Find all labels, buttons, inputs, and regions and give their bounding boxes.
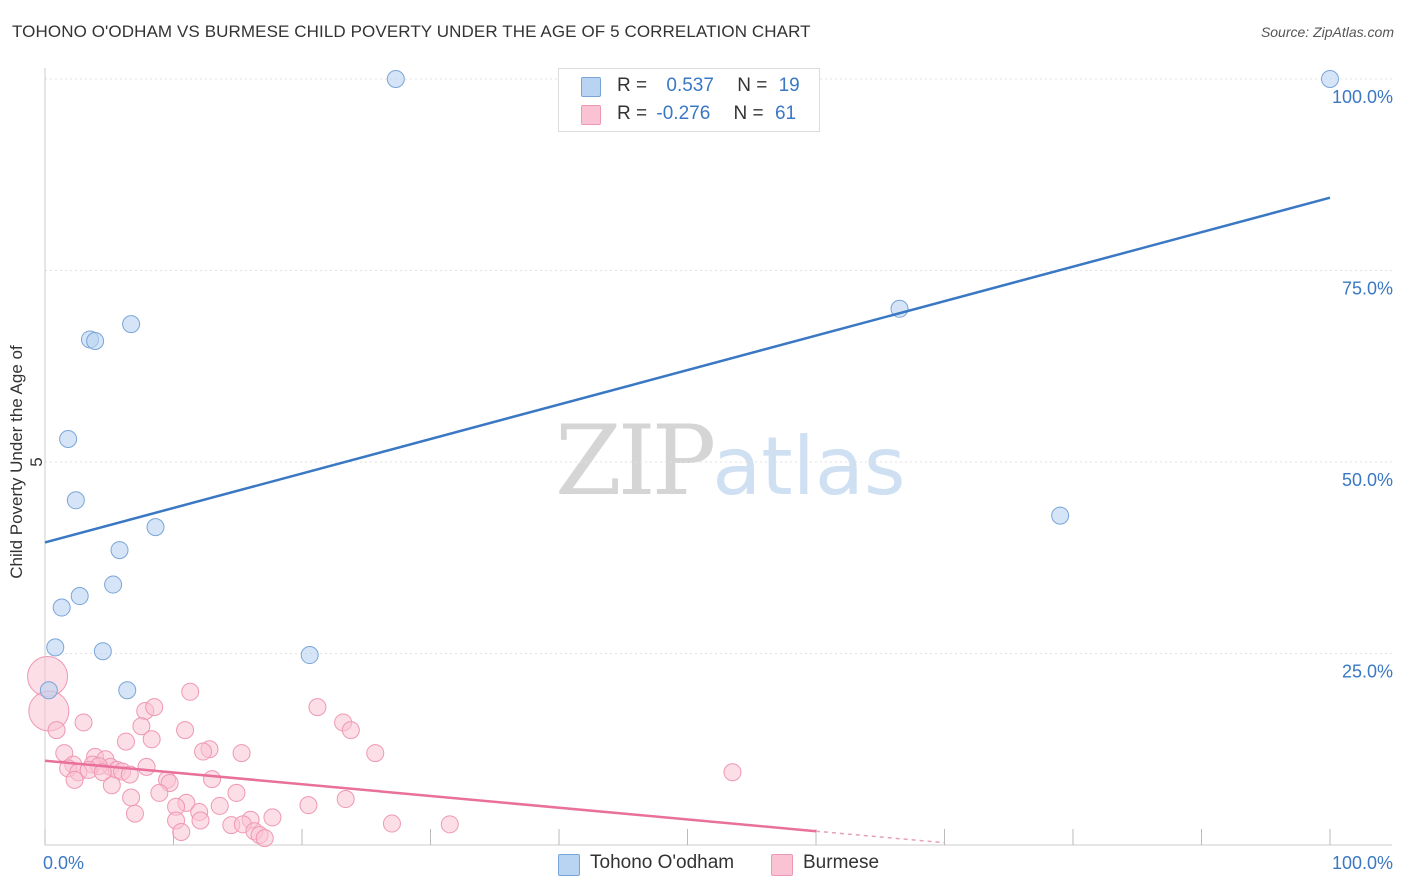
- series-label-burmese: Burmese: [803, 852, 880, 873]
- x-tick-labels: 0.0% 100.0%: [43, 853, 1393, 873]
- burmese-point: [194, 742, 213, 761]
- x-tick-label: 100.0%: [1332, 853, 1393, 873]
- tohono-point: [70, 587, 89, 606]
- burmese-point: [382, 814, 401, 833]
- burmese-trend-line: [44, 759, 817, 833]
- burmese-points: [27, 655, 742, 848]
- burmese-point: [308, 698, 327, 717]
- burmese-point: [341, 721, 360, 740]
- x-tick-label: 0.0%: [43, 853, 84, 873]
- burmese-point: [191, 811, 210, 830]
- burmese-point: [65, 770, 84, 789]
- tohono-point: [146, 518, 165, 537]
- y-tick-label: 100.0%: [1332, 87, 1393, 107]
- burmese-point: [210, 796, 229, 815]
- tohono-point: [52, 598, 71, 617]
- legend-r-value: -0.276: [656, 103, 711, 124]
- burmese-point: [366, 744, 385, 763]
- series-swatch-blue: [558, 854, 580, 876]
- legend-r-value: 0.537: [666, 75, 714, 96]
- tohono-point: [66, 491, 85, 510]
- tohono-point: [386, 70, 405, 88]
- watermark-zip: ZIP: [555, 405, 716, 517]
- burmese-point: [116, 732, 135, 751]
- trend-lines: [44, 196, 1331, 844]
- watermark: ZIPatlas: [555, 405, 906, 517]
- tohono-point: [110, 541, 129, 560]
- burmese-point: [122, 788, 141, 807]
- tohono-trend-line: [44, 196, 1331, 544]
- burmese-point: [132, 717, 151, 736]
- tohono-point: [104, 575, 123, 594]
- burmese-point: [150, 783, 169, 802]
- burmese-point: [232, 744, 251, 763]
- burmese-point: [120, 765, 139, 784]
- burmese-point: [125, 804, 144, 823]
- burmese-point: [203, 770, 222, 789]
- burmese-point: [102, 776, 121, 795]
- burmese-point: [172, 822, 191, 841]
- tohono-point: [59, 430, 78, 449]
- burmese-point: [93, 763, 112, 782]
- burmese-point: [176, 721, 195, 740]
- gridlines: [44, 68, 1392, 846]
- y-axis-label: Child Poverty Under the Age of 5: [7, 345, 46, 579]
- legend-swatch-blue: [581, 77, 601, 97]
- burmese-point: [142, 730, 161, 749]
- burmese-point: [227, 783, 246, 802]
- burmese-trend-extension: [815, 830, 945, 844]
- legend-r-label: R =: [617, 103, 648, 124]
- legend-n-label: N =: [737, 75, 768, 96]
- tohono-point: [39, 681, 58, 700]
- correlation-legend: R = 0.537 N = 19 R = -0.276 N = 61: [558, 68, 820, 132]
- burmese-point: [47, 721, 66, 740]
- series-label-tohono: Tohono O'odham: [590, 852, 735, 873]
- burmese-point: [145, 698, 164, 717]
- y-tick-label: 75.0%: [1342, 279, 1393, 299]
- y-tick-label: 25.0%: [1342, 662, 1393, 682]
- legend-swatch-pink: [581, 105, 601, 125]
- burmese-point: [137, 757, 156, 776]
- legend-n-value: 19: [778, 75, 800, 96]
- burmese-point: [723, 763, 742, 782]
- legend-n-value: 61: [774, 103, 797, 124]
- tohono-point: [118, 681, 137, 700]
- burmese-point: [255, 829, 274, 848]
- burmese-point: [440, 815, 459, 834]
- tohono-point: [1051, 506, 1070, 525]
- tohono-points: [39, 70, 1339, 700]
- series-swatch-pink: [771, 854, 793, 876]
- chart-title: TOHONO O'ODHAM VS BURMESE CHILD POVERTY …: [12, 22, 811, 41]
- tohono-point: [93, 642, 112, 661]
- burmese-point: [336, 790, 355, 809]
- tohono-point: [122, 315, 141, 334]
- legend-n-label: N =: [733, 103, 764, 124]
- y-tick-label: 50.0%: [1342, 470, 1393, 490]
- tohono-point: [1321, 70, 1339, 88]
- burmese-point: [299, 796, 318, 815]
- watermark-atlas: atlas: [712, 420, 906, 513]
- legend-r-label: R =: [617, 75, 648, 96]
- y-tick-labels: 25.0% 50.0% 75.0% 100.0%: [1332, 87, 1393, 682]
- burmese-point: [74, 713, 93, 732]
- burmese-point: [263, 808, 282, 827]
- tohono-point: [86, 331, 105, 350]
- source-label: Source: ZipAtlas.com: [1260, 24, 1394, 40]
- burmese-point: [181, 682, 200, 701]
- tohono-point: [300, 646, 319, 665]
- tohono-point: [46, 638, 65, 657]
